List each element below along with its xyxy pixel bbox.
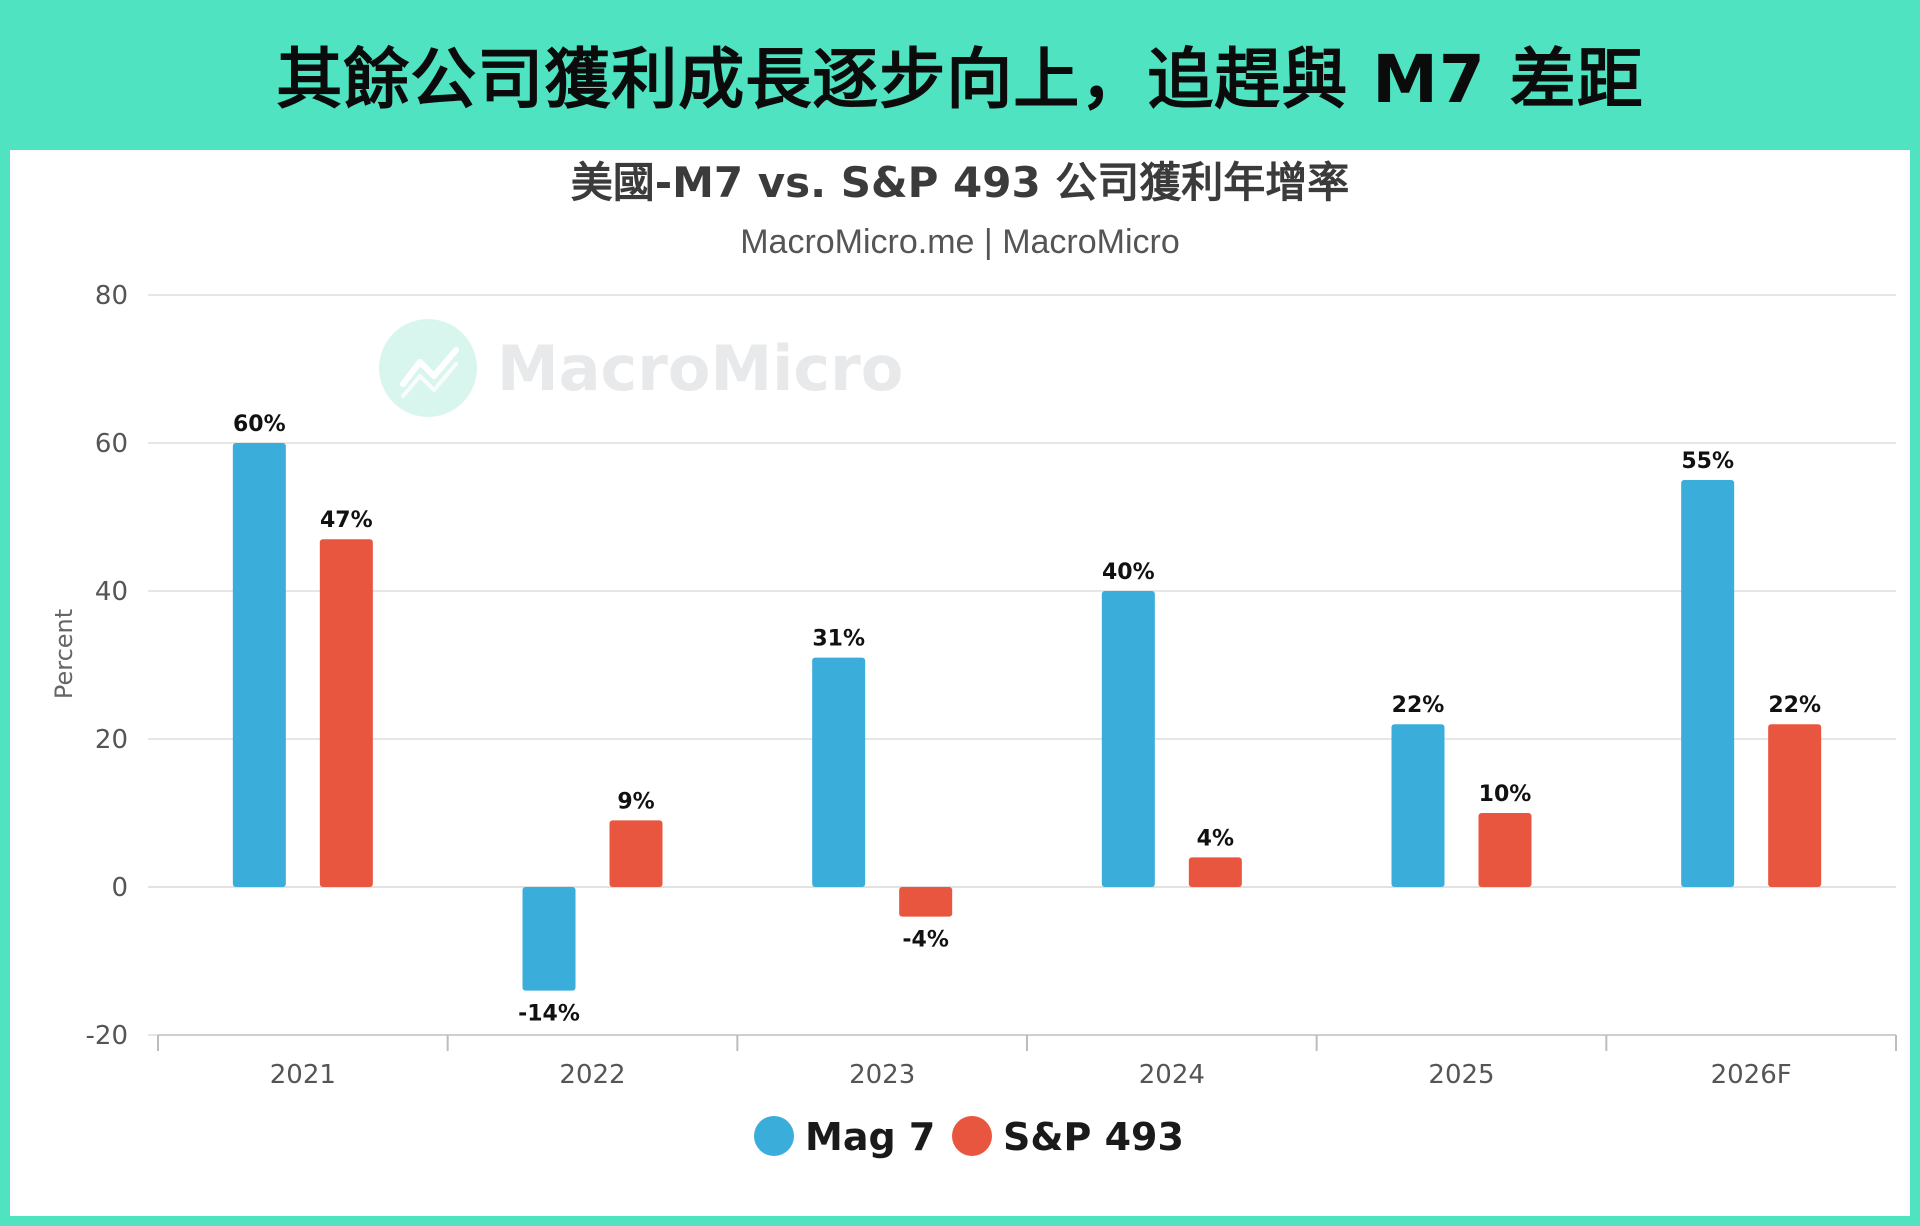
bar-mag7-2023[interactable] [812,657,866,887]
x-tick-label: 2025 [1428,1060,1494,1090]
y-axis-label: Percent [50,609,78,699]
data-label: 60% [233,412,286,437]
x-tick-label: 2026F [1711,1060,1792,1090]
chart-title: 美國-M7 vs. S&P 493 公司獲利年增率 [571,158,1350,207]
legend-label: S&P 493 [1003,1115,1184,1159]
x-tick-label: 2024 [1139,1060,1205,1090]
data-label: 40% [1102,560,1155,585]
legend-label: Mag 7 [805,1115,935,1159]
x-axis: 2021 2022 2023 2024 2025 2026F [157,1034,1897,1090]
legend: Mag 7 S&P 493 [754,1115,1184,1159]
data-label: -4% [902,928,948,953]
data-label: 47% [320,508,373,533]
bar-sp493-2023[interactable] [899,887,953,917]
watermark-text: MacroMicro [497,332,903,405]
data-label: 4% [1197,826,1234,851]
banner-title: 其餘公司獲利成長逐步向上，追趕與 M7 差距 [276,41,1644,118]
y-tick-label: -20 [86,1021,128,1051]
bar-mag7-2025[interactable] [1391,724,1445,887]
legend-marker [952,1116,992,1156]
chart-card: MacroMicro 美國-M7 vs. S&P 493 公司獲利年增率 Mac… [10,150,1910,1216]
data-label: 55% [1681,449,1734,474]
data-labels: 60% -14% 31% 40% 22% 55% 47% 9% -4% 4% 10% 22% [233,412,1821,1027]
chart: MacroMicro 美國-M7 vs. S&P 493 公司獲利年增率 Mac… [50,158,1897,1159]
bar-sp493-2021[interactable] [319,539,373,887]
bar-sp493-2025[interactable] [1478,813,1532,887]
bar-mag7-2022[interactable] [522,887,576,991]
data-label: 10% [1479,782,1532,807]
y-tick-label: 80 [95,281,128,311]
bar-sp493-2026F[interactable] [1768,724,1822,887]
x-tick-label: 2022 [559,1060,625,1090]
legend-item-sp493[interactable]: S&P 493 [952,1115,1184,1159]
data-label: -14% [518,1002,580,1027]
bar-mag7-2024[interactable] [1101,591,1155,887]
x-tick-label: 2023 [849,1060,915,1090]
chart-subtitle: MacroMicro.me | MacroMicro [740,223,1180,261]
y-tick-label: 60 [95,429,128,459]
bar-sp493-2024[interactable] [1188,857,1242,887]
trend-chart-icon-base [401,362,458,398]
trend-chart-icon [400,347,459,387]
legend-item-mag7[interactable]: Mag 7 [754,1115,935,1159]
bar-sp493-2022[interactable] [609,820,663,887]
watermark: MacroMicro [379,319,903,417]
data-label: 31% [812,627,865,652]
data-label: 9% [617,789,654,814]
y-axis: 80 60 40 20 0 -20 [86,281,128,1051]
bar-mag7-2026F[interactable] [1681,480,1735,887]
data-label: 22% [1392,693,1445,718]
y-tick-label: 0 [111,873,128,903]
legend-marker [754,1116,794,1156]
data-label: 22% [1768,693,1821,718]
banner: 其餘公司獲利成長逐步向上，追趕與 M7 差距 [0,0,1920,148]
y-tick-label: 40 [95,577,128,607]
y-tick-label: 20 [95,725,128,755]
x-tick-label: 2021 [270,1060,336,1090]
bars [232,443,1822,991]
bar-mag7-2021[interactable] [232,443,286,887]
